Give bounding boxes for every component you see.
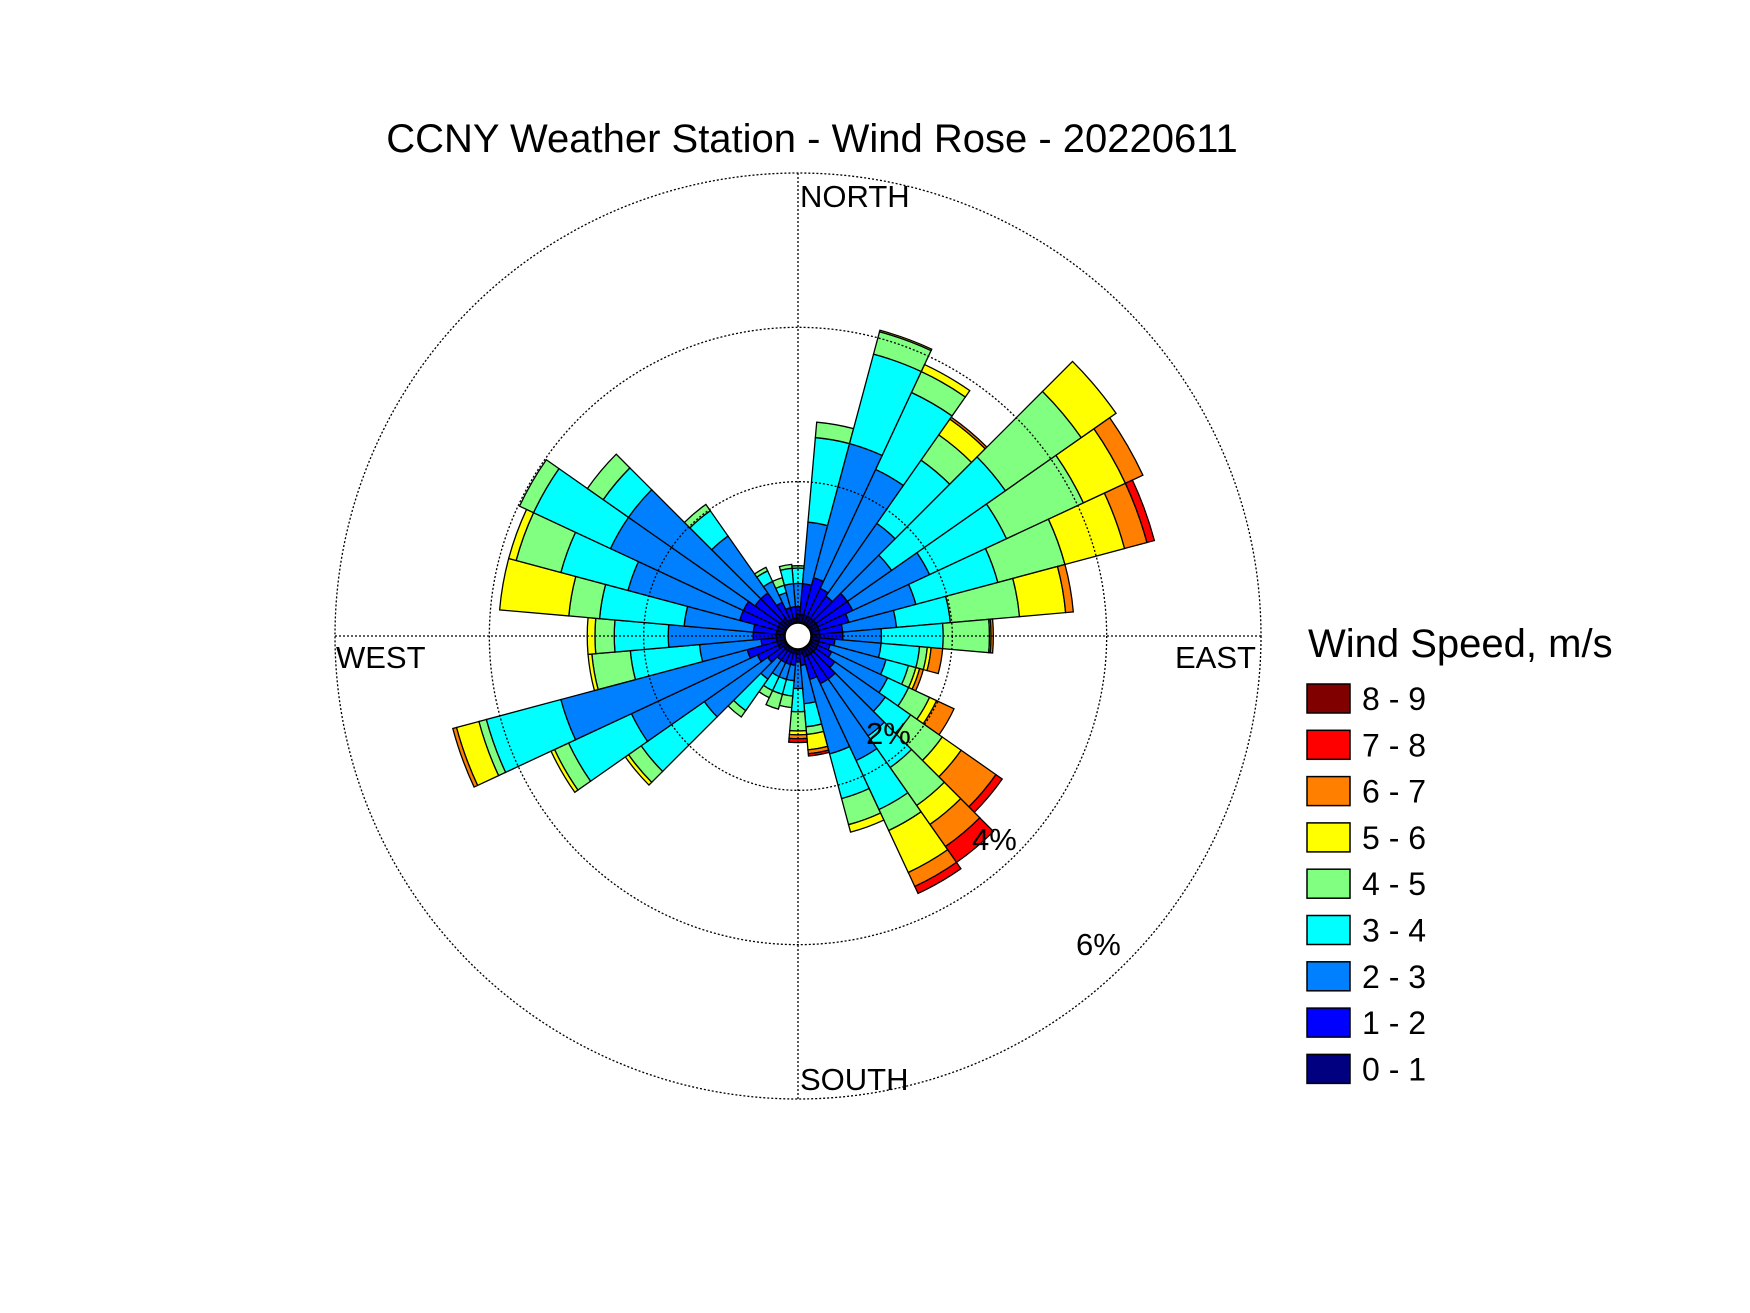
ring-label-6: 6% <box>1076 927 1121 962</box>
legend-items: 8 - 9 7 - 8 6 - 7 5 - 6 4 - 5 3 - 4 2 - 3 1 - 2… <box>1306 681 1426 1087</box>
legend-swatch-8 <box>1306 1053 1351 1085</box>
sector-160-bin-5 <box>847 812 885 833</box>
direction-label-west: WEST <box>336 640 426 675</box>
sector-50-bin-5 <box>1041 360 1117 439</box>
sector-310-bin-4 <box>586 453 631 501</box>
legend-swatch-3 <box>1306 822 1351 853</box>
sector-320-bin-4 <box>683 503 712 529</box>
ring-label-4: 4% <box>972 822 1017 857</box>
legend-swatch-6 <box>1306 961 1351 992</box>
legend-label-8: 0 - 1 <box>1362 1051 1426 1087</box>
legend: Wind Speed, m/s 8 - 9 7 - 8 6 - 7 5 - 6 4 - … <box>1306 622 1613 1087</box>
chart-title: CCNY Weather Station - Wind Rose - 20220… <box>386 117 1238 161</box>
sector-80-bin-6 <box>1056 563 1075 614</box>
sector-330-bin-4 <box>753 566 769 579</box>
legend-label-7: 1 - 2 <box>1362 1005 1426 1041</box>
sector-100-bin-6 <box>926 646 944 675</box>
legend-swatch-5 <box>1306 914 1351 946</box>
sector-60-bin-6 <box>1093 416 1144 485</box>
center-hole <box>784 622 812 650</box>
sector-170-bin-7 <box>807 749 830 757</box>
legend-swatch-4 <box>1306 868 1351 899</box>
legend-title: Wind Speed, m/s <box>1308 622 1613 666</box>
legend-swatch-2 <box>1306 775 1351 807</box>
sector-180-bin-7 <box>788 737 808 744</box>
legend-label-0: 8 - 9 <box>1362 681 1426 717</box>
polar-grid <box>334 172 1262 1100</box>
legend-label-1: 7 - 8 <box>1362 727 1426 763</box>
legend-swatch-0 <box>1306 683 1351 714</box>
sector-250-bin-6 <box>451 726 479 788</box>
wind-sectors <box>451 329 1156 895</box>
legend-label-5: 3 - 4 <box>1362 913 1426 949</box>
sector-200-bin-4 <box>765 689 784 710</box>
sector-300-bin-4 <box>518 458 560 514</box>
sector-150-bin-7 <box>913 861 962 895</box>
legend-label-3: 5 - 6 <box>1362 820 1426 856</box>
direction-label-east: EAST <box>1175 640 1256 675</box>
legend-swatch-7 <box>1306 1007 1351 1038</box>
direction-label-south: SOUTH <box>800 1062 909 1097</box>
sector-20-bin-5 <box>878 329 933 352</box>
grid-ring-4 <box>488 326 1108 946</box>
sector-350-bin-4 <box>778 563 793 572</box>
sector-70-bin-7 <box>1124 479 1156 544</box>
legend-swatch-1 <box>1306 729 1351 761</box>
legend-label-6: 2 - 3 <box>1362 959 1426 995</box>
sector-90-bin-4 <box>941 618 991 654</box>
direction-label-north: NORTH <box>800 179 910 214</box>
sector-30-bin-5 <box>920 363 971 398</box>
ring-label-2: 2% <box>866 716 911 751</box>
legend-label-2: 6 - 7 <box>1362 774 1426 810</box>
legend-label-4: 4 - 5 <box>1362 866 1426 902</box>
